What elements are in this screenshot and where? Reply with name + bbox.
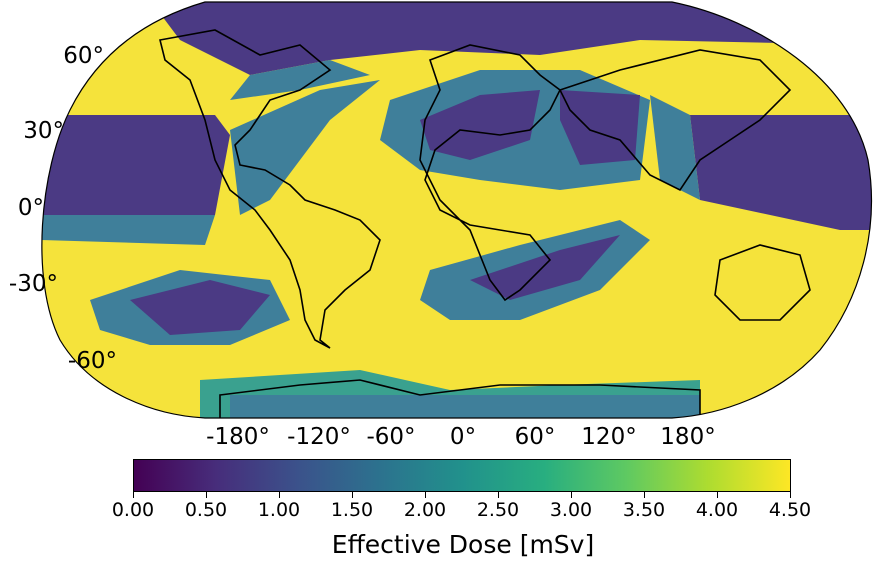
colorbar [133, 459, 791, 492]
antarctica-coast [219, 379, 701, 418]
colorbar-tick-label: 0.50 [184, 499, 228, 521]
dose-region-atlantic-band [230, 80, 380, 215]
colorbar-title: Effective Dose [mSv] [331, 530, 595, 559]
lat-label-minus60: -60° [67, 348, 117, 374]
lon-label-minus60: -60° [366, 424, 416, 450]
asia-coast [558, 49, 792, 192]
colorbar-tick-label: 2.50 [476, 499, 520, 521]
dose-region-antarctic-low [230, 395, 700, 418]
colorbar-tick [279, 492, 280, 498]
dose-map [41, 1, 873, 419]
colorbar-tick-label: 2.00 [403, 499, 447, 521]
lat-label-minus30: -30° [8, 271, 58, 297]
map-svg [41, 1, 873, 419]
lat-label-60: 60° [63, 43, 104, 69]
colorbar-tick [133, 492, 134, 498]
colorbar-tick-label: 0.00 [111, 499, 155, 521]
colorbar-tick [352, 492, 353, 498]
colorbar-tick-label: 1.50 [330, 499, 374, 521]
lon-label-minus120: -120° [287, 424, 351, 450]
colorbar-tick-label: 1.00 [257, 499, 301, 521]
dose-region-pacific-mid [41, 215, 215, 245]
colorbar-tick [498, 492, 499, 498]
dose-field [41, 2, 872, 418]
lon-label-120: 120° [581, 424, 637, 450]
dose-region-north-mid [230, 60, 370, 100]
lon-label-minus180: -180° [206, 424, 270, 450]
dose-region-pacific-low [41, 115, 230, 215]
dose-region-southpac-low [130, 280, 270, 335]
colorbar-tick [425, 492, 426, 498]
colorbar-tick-label: 4.50 [768, 499, 812, 521]
lat-label-0: 0° [17, 195, 44, 221]
colorbar-tick [206, 492, 207, 498]
coastlines [159, 29, 811, 418]
colorbar-tick [644, 492, 645, 498]
dose-region-africa-low [420, 90, 540, 160]
australia-coast [714, 244, 811, 321]
lon-label-180: 180° [660, 424, 716, 450]
dose-region-southatl-low [470, 235, 620, 300]
dose-region-mideast-low [560, 90, 640, 165]
dose-region-eastpac-mid [650, 95, 700, 200]
dose-region-eastpac-low [690, 115, 872, 230]
colorbar-tick-label: 3.00 [549, 499, 593, 521]
colorbar-tick [717, 492, 718, 498]
colorbar-tick [571, 492, 572, 498]
lon-label-0: 0° [449, 424, 477, 450]
dose-region-north-low [150, 2, 872, 75]
americas-coast [159, 29, 381, 349]
colorbar-tick [790, 492, 791, 498]
lon-label-60: 60° [514, 424, 556, 450]
colorbar-tick-label: 3.50 [622, 499, 666, 521]
lat-label-30: 30° [23, 118, 64, 144]
colorbar-tick-label: 4.00 [695, 499, 739, 521]
globe-outline [41, 1, 873, 419]
